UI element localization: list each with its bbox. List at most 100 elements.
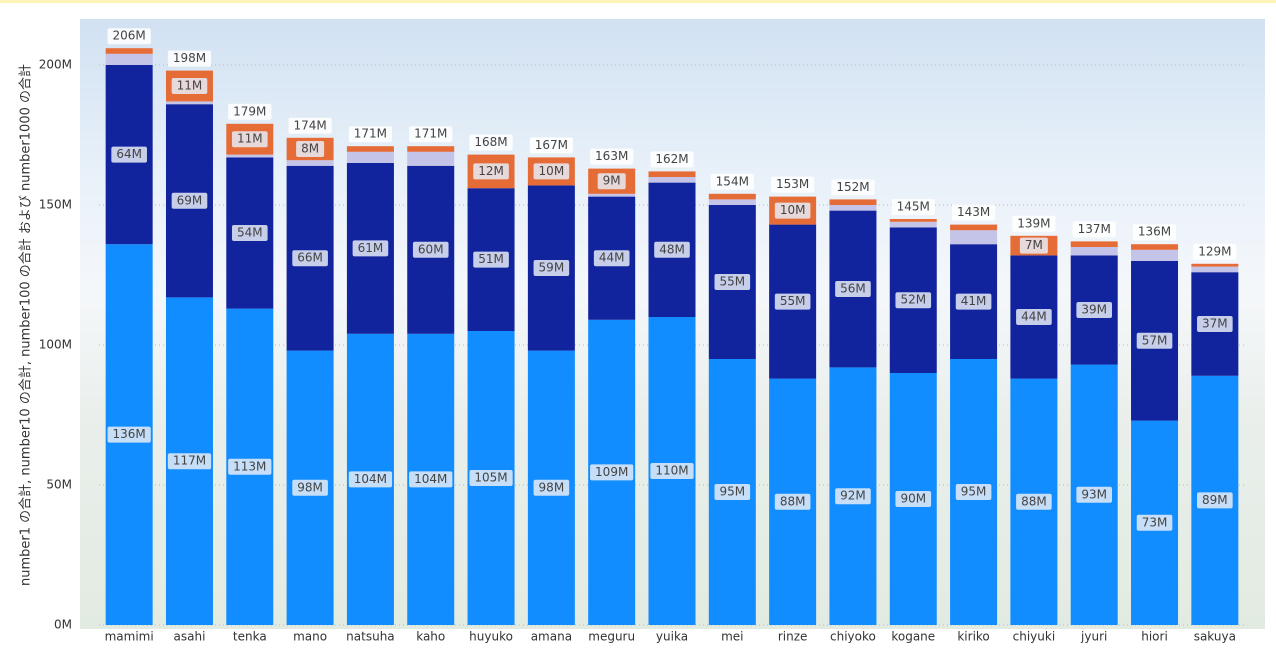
data-label-text: 171M — [414, 127, 447, 141]
data-label-bg — [171, 192, 208, 209]
x-tick-label: asahi — [174, 630, 206, 644]
data-label: 66M — [292, 250, 328, 267]
data-label: 95M — [714, 484, 751, 500]
data-label-text: 129M — [1198, 244, 1231, 258]
data-label: 41M — [955, 293, 992, 310]
data-label-bg — [469, 470, 513, 486]
x-tick-label: natsuha — [346, 630, 394, 644]
data-label-bg — [955, 293, 992, 310]
x-tick-label: chiyuki — [1013, 630, 1056, 644]
data-label-bg — [770, 176, 815, 193]
data-label: 168M — [469, 134, 513, 151]
data-label-text: 98M — [539, 480, 565, 494]
bar-segment — [1070, 247, 1118, 256]
data-label-bg — [167, 50, 212, 67]
chart: number1 の合計, number10 の合計, number100 の合計… — [18, 28, 1245, 644]
data-label: 98M — [292, 479, 328, 496]
data-label-text: 110M — [655, 464, 688, 478]
data-label-bg — [412, 241, 449, 258]
data-label-bg — [473, 251, 509, 268]
x-tick-label: jyuri — [1080, 630, 1107, 644]
data-label-bg — [288, 117, 332, 134]
data-label-text: 51M — [478, 252, 504, 266]
data-label-bg — [895, 292, 932, 309]
data-label-text: 44M — [1021, 310, 1047, 324]
data-label: 143M — [951, 204, 996, 221]
bar-segment — [588, 193, 636, 197]
data-label: 10M — [774, 202, 811, 219]
data-label-bg — [292, 479, 328, 496]
data-label-bg — [107, 426, 151, 443]
data-label-bg — [1019, 237, 1048, 254]
bar-segment — [648, 177, 696, 183]
x-tick-label: sakuya — [1194, 630, 1236, 644]
data-label-text: 167M — [535, 138, 568, 152]
data-label: 98M — [533, 479, 570, 496]
data-label-bg — [1197, 316, 1233, 332]
data-label: 56M — [835, 281, 871, 297]
bar-segment — [105, 53, 153, 65]
data-label-text: 154M — [716, 174, 749, 188]
data-label-text: 136M — [1138, 225, 1171, 239]
data-label-bg — [1136, 514, 1173, 531]
data-label-bg — [714, 484, 751, 500]
data-label-text: 104M — [354, 472, 387, 486]
data-label: 117M — [167, 453, 212, 470]
bar-segment — [950, 224, 998, 231]
data-label-bg — [111, 146, 147, 163]
data-label: 44M — [1016, 309, 1052, 325]
data-label: 8M — [296, 141, 325, 157]
data-label-bg — [1012, 215, 1056, 232]
x-tick-label: tenka — [233, 630, 267, 644]
data-label-bg — [1076, 302, 1113, 318]
data-label-text: 88M — [780, 494, 806, 508]
data-label: 88M — [774, 493, 811, 510]
data-label: 61M — [352, 240, 389, 257]
data-label-text: 168M — [474, 135, 507, 149]
bar-segment — [165, 101, 213, 105]
data-label: 11M — [231, 131, 268, 148]
data-label: 12M — [473, 163, 509, 180]
data-label-bg — [1197, 492, 1233, 509]
data-label-text: 88M — [1021, 494, 1047, 508]
data-label-bg — [1072, 221, 1116, 238]
data-label-bg — [473, 163, 509, 180]
data-label-text: 44M — [599, 251, 625, 265]
data-label: 113M — [228, 458, 272, 475]
bar-segment — [286, 160, 334, 166]
bar-segment — [407, 146, 455, 152]
data-label-bg — [107, 28, 151, 45]
data-label-bg — [352, 240, 389, 257]
x-tick-label: mano — [293, 630, 327, 644]
x-tick-label: huyuko — [469, 630, 513, 644]
data-label-bg — [469, 134, 513, 151]
data-label-bg — [409, 471, 453, 488]
data-label: 7M — [1019, 237, 1048, 254]
data-label-bg — [714, 274, 751, 290]
data-label-text: 174M — [293, 118, 326, 132]
data-label: 137M — [1072, 221, 1116, 238]
x-tick-label: kaho — [416, 630, 445, 644]
data-label-bg — [831, 179, 875, 196]
data-label-text: 9M — [603, 174, 621, 188]
data-label-bg — [650, 463, 694, 479]
data-label-text: 73M — [1142, 515, 1168, 529]
data-label-text: 48M — [659, 242, 685, 256]
data-label: 179M — [228, 103, 272, 120]
data-label-bg — [951, 204, 996, 221]
data-label-bg — [590, 464, 634, 481]
data-label-bg — [774, 202, 811, 219]
data-label-text: 7M — [1025, 238, 1043, 252]
data-label-text: 61M — [358, 241, 384, 255]
data-label-bg — [593, 250, 630, 267]
data-label: 206M — [107, 28, 151, 45]
data-label: 89M — [1197, 492, 1233, 509]
data-label: 105M — [469, 470, 513, 486]
data-label: 152M — [831, 179, 875, 196]
data-label-text: 10M — [539, 164, 565, 178]
data-label: 93M — [1076, 486, 1113, 503]
data-label-text: 206M — [113, 29, 146, 43]
data-label-text: 89M — [1202, 493, 1228, 507]
data-label-text: 152M — [836, 180, 869, 194]
data-label-text: 92M — [840, 489, 866, 503]
